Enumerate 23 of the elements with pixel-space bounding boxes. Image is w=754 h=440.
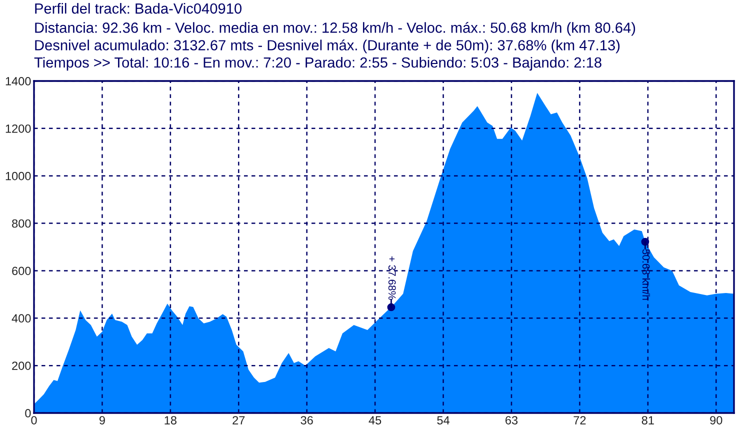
chart-title: Perfil del track: Bada-Vic040910 [35, 3, 242, 14]
x-tick-label: 9 [99, 416, 105, 424]
x-tick-label: 18 [164, 416, 176, 424]
x-tick-label: 81 [642, 416, 654, 424]
x-tick-label: 27 [232, 416, 245, 424]
x-tick-label: 54 [437, 416, 450, 424]
annotation: 50.68 km/h [642, 249, 650, 300]
x-tick-label: 45 [368, 416, 382, 424]
y-tick-label: 1000 [6, 172, 31, 180]
y-tick-label: 200 [12, 362, 31, 370]
x-tick-label: 63 [506, 416, 518, 424]
y-tick-label: 600 [12, 266, 31, 276]
x-tick-label: 0 [31, 416, 37, 424]
x-tick-label: 36 [300, 416, 313, 424]
y-tick-label: 1400 [6, 77, 31, 86]
x-tick-label: 90 [710, 416, 722, 424]
y-tick-label: 1200 [6, 124, 31, 133]
y-tick-label: 800 [12, 219, 31, 228]
y-tick-label: 0 [25, 409, 31, 418]
y-tick-label: 400 [12, 314, 31, 323]
annotation: + 37.68% [388, 256, 396, 300]
x-tick-label: 72 [574, 416, 586, 424]
chart-subtitle: Distancia: 92.36 km - Veloc. media en mov.: 12.58 km/h - Veloc. máx.: 50.68 km/h (km 80.64) Desnivel acumulado: 3132.67 mts - Desnivel máx. (Durante + de 50m): 37.68% (km 47.13) Tiempos >> Total: 10:16 - En mov.: 7:20 - Parado: 2:55 - Subiendo: 5:03 - Bajando: 2:18 [34, 22, 636, 71]
